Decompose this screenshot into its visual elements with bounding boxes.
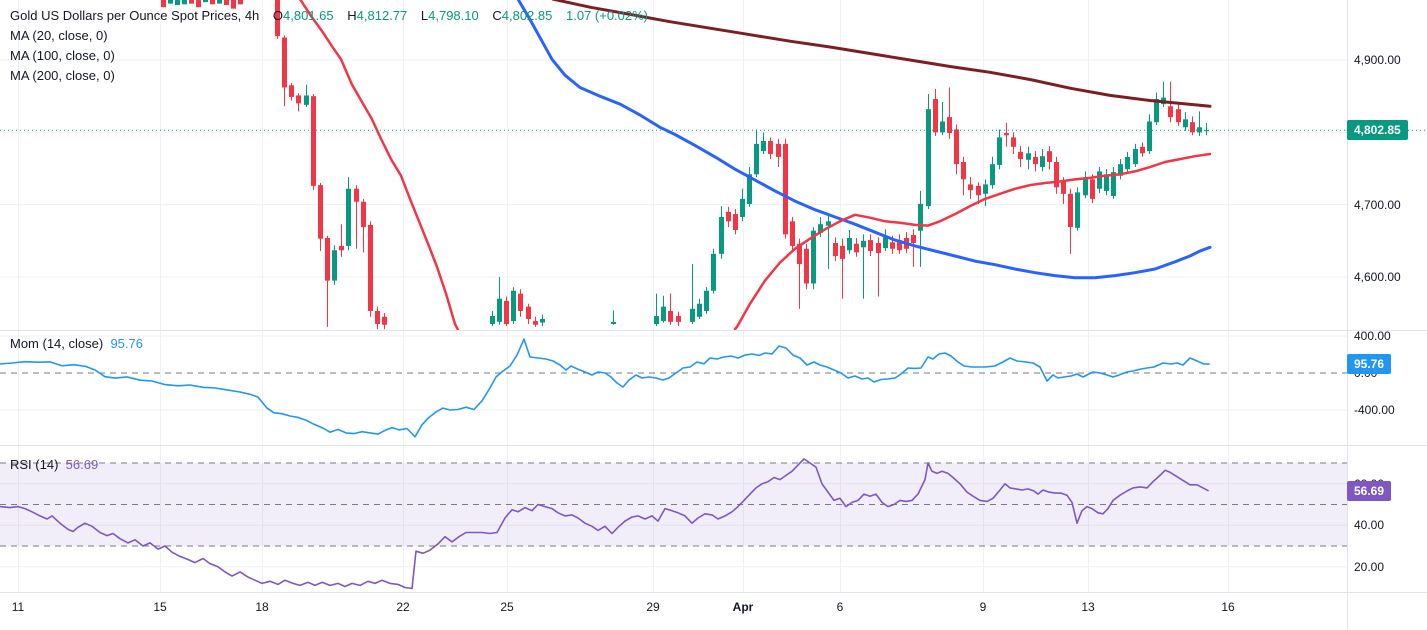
ma20-line [299,0,1212,330]
low-label: L [420,8,429,23]
ma20-legend-row[interactable]: MA (20, close, 0) [10,26,648,46]
close-label: C [492,8,502,23]
time-axis-label: 22 [396,600,410,614]
ma100-line [516,0,1212,280]
time-axis-label: 9 [979,600,987,614]
high-value: 4,812.77 [356,8,408,23]
time-axis-label: 29 [646,600,660,614]
momentum-value-badge: 95.76 [1347,354,1392,375]
rsi-label: RSI (14) [10,457,59,472]
momentum-label: Mom (14, close) [10,336,104,351]
price-axis-label: 4,900.00 [1354,53,1401,67]
momentum-line [0,338,1210,438]
momentum-legend-row[interactable]: Mom (14, close) 95.76 [10,336,143,351]
open-label: O [272,8,284,23]
chart-title: Gold US Dollars per Ounce Spot Prices, 4… [10,8,260,23]
high-label: H [347,8,357,23]
low-value: 4,798.10 [428,8,479,23]
price-scale[interactable] [1347,0,1427,592]
time-axis-label: 25 [500,600,514,614]
candlestick-series [161,0,1209,330]
price-axis-label: 4,600.00 [1354,270,1401,284]
main-legend: Gold US Dollars per Ounce Spot Prices, 4… [10,6,648,86]
ma200-label: MA (200, close, 0) [10,68,115,83]
rsi-value-badge: 56.69 [1347,480,1392,501]
ma200-line [551,0,1212,108]
momentum-axis-label: 400.00 [1354,329,1391,343]
ma100-legend-row[interactable]: MA (100, close, 0) [10,46,648,66]
last-price-badge: 4,802.85 [1347,120,1408,141]
time-axis-label: 6 [836,600,844,614]
momentum-axis-label: -400.00 [1354,403,1395,417]
price-axis-label: 4,700.00 [1354,197,1401,212]
ma100-label: MA (100, close, 0) [10,48,115,63]
time-axis-label: 15 [153,600,167,614]
ma20-label: MA (20, close, 0) [10,28,108,43]
close-value: 4,802.85 [501,8,553,23]
time-axis-label: 13 [1081,600,1095,614]
change-value: 1.07 (+0.02%) [565,8,649,23]
time-axis-label: 16 [1221,600,1235,614]
symbol-row[interactable]: Gold US Dollars per Ounce Spot Prices, 4… [10,6,648,26]
rsi-axis-label: 40.00 [1354,518,1385,533]
momentum-value: 95.76 [110,336,143,351]
ma200-legend-row[interactable]: MA (200, close, 0) [10,66,648,86]
time-axis-label: 18 [255,600,269,614]
rsi-line [0,458,1209,590]
rsi-legend-row[interactable]: RSI (14) 56.69 [10,457,98,472]
rsi-value: 56.69 [65,457,99,472]
rsi-axis-label: 20.00 [1354,559,1385,574]
time-axis-label: Apr [732,600,754,614]
time-axis-label: 11 [11,600,25,614]
open-value: 4,801.65 [283,8,334,23]
